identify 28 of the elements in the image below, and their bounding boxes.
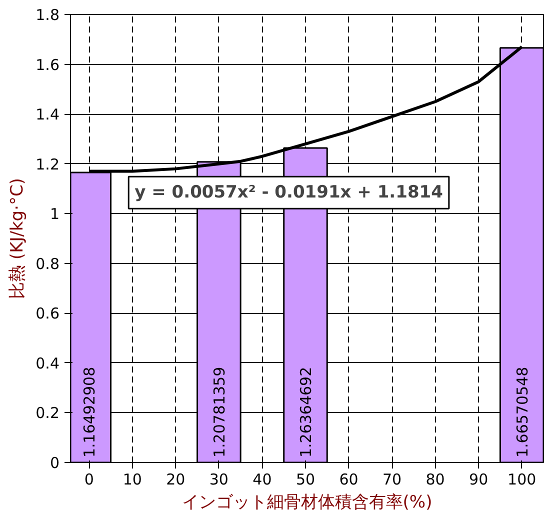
x-tick-label: 0 xyxy=(84,470,94,488)
x-tick-label: 10 xyxy=(122,470,142,488)
data-label: 1.66570548 xyxy=(513,366,532,458)
y-tick-label: 0.6 xyxy=(36,304,60,323)
data-label: 1.26364692 xyxy=(296,366,315,458)
x-tick-label: 50 xyxy=(296,470,316,488)
x-tick-label: 90 xyxy=(469,470,488,488)
y-tick-label: 1.2 xyxy=(36,155,60,174)
y-tick-label: 1.6 xyxy=(36,56,60,74)
y-axis-title: 比熱 (KJ/kg·°C) xyxy=(8,178,28,299)
y-tick-label: 1 xyxy=(50,205,60,224)
x-tick-label: 100 xyxy=(508,470,536,488)
x-tick-label: 60 xyxy=(339,470,358,488)
x-tick-label: 70 xyxy=(382,470,402,488)
y-tick-label: 0.4 xyxy=(36,354,60,372)
x-axis-title: インゴット細骨材体積含有率(%) xyxy=(182,492,432,512)
y-tick-label: 0 xyxy=(50,454,60,472)
data-label: 1.16492908 xyxy=(80,366,99,458)
y-tick-label: 0.2 xyxy=(36,404,60,422)
x-tick-label: 80 xyxy=(426,470,445,488)
data-label: 1.20781359 xyxy=(210,366,228,458)
annotation: y = 0.0057x² - 0.0191x + 1.1814 xyxy=(134,182,444,203)
y-tick-label: 1.4 xyxy=(36,106,60,124)
y-tick-label: 0.8 xyxy=(36,254,60,273)
x-tick-label: 40 xyxy=(252,470,272,488)
x-tick-label: 20 xyxy=(166,470,186,488)
x-tick-label: 30 xyxy=(209,470,228,488)
y-tick-label: 1.8 xyxy=(36,6,60,24)
